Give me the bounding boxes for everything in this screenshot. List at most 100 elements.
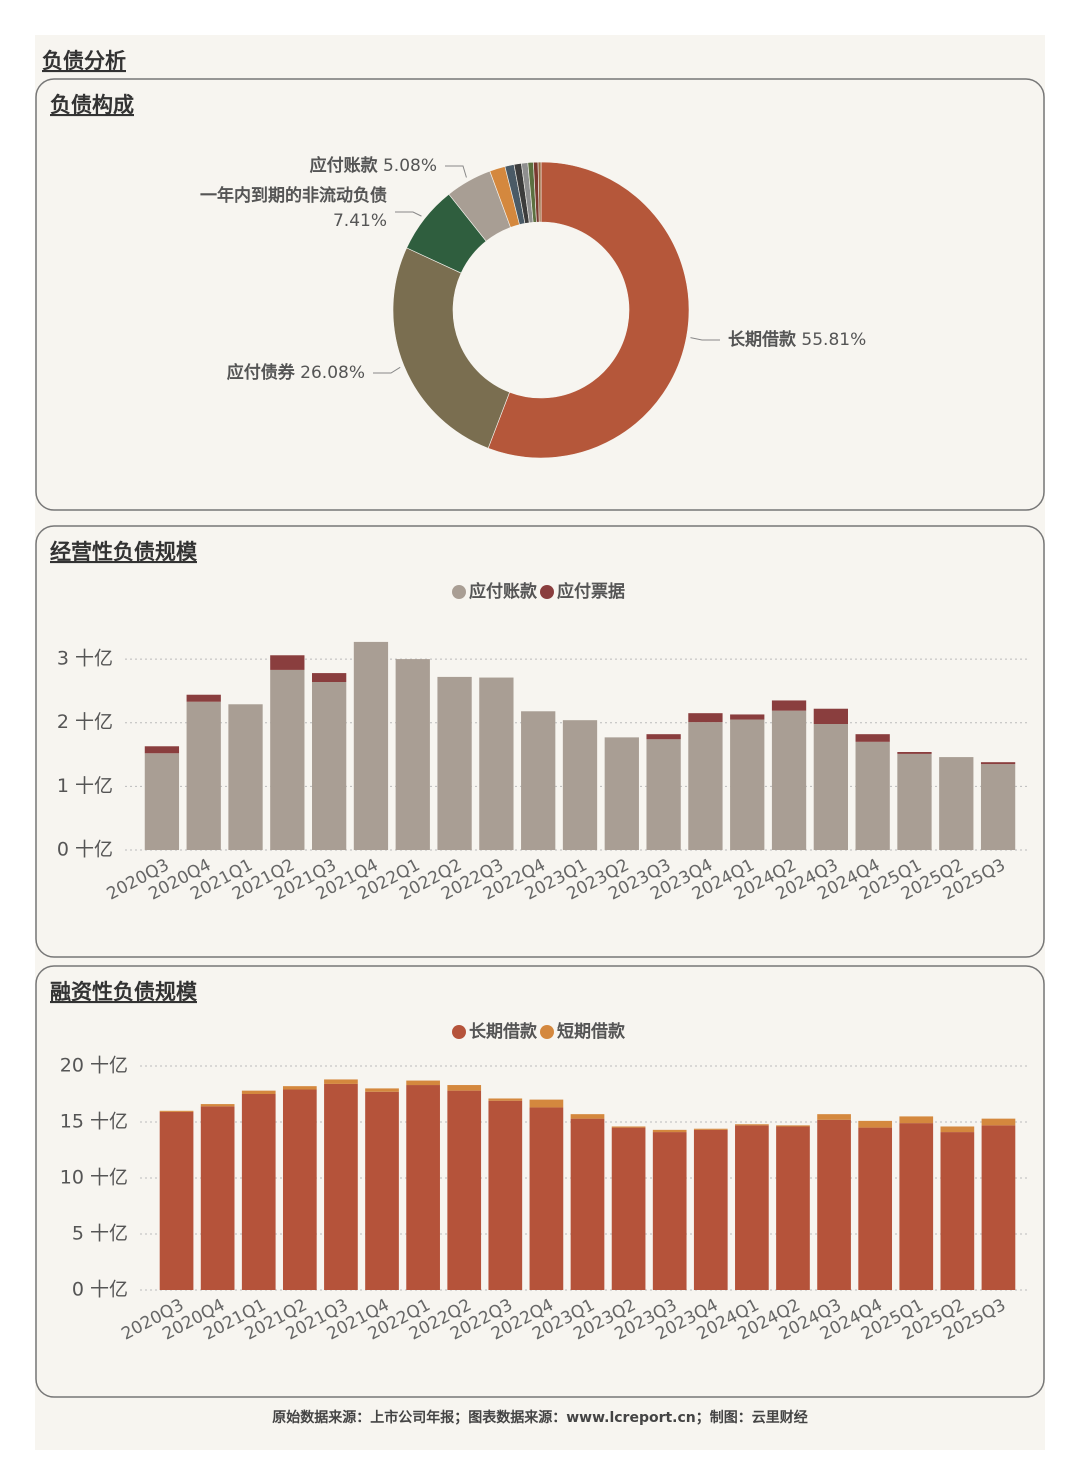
bar-segment bbox=[479, 677, 514, 850]
bar-segment bbox=[159, 1110, 194, 1112]
slice-label: 应付债券 bbox=[227, 362, 296, 383]
bar-segment bbox=[776, 1125, 810, 1127]
slice-label: 长期借款 bbox=[728, 329, 797, 350]
slice-label-group: 长期借款 55.81% bbox=[728, 329, 866, 350]
bar-segment bbox=[186, 694, 221, 702]
y-tick-label: 1 十亿 bbox=[57, 775, 113, 797]
bar-segment bbox=[813, 708, 848, 724]
bar-segment bbox=[353, 641, 389, 850]
bar-segment bbox=[980, 762, 1016, 765]
legend-item: 应付票据 bbox=[540, 581, 625, 602]
y-tick-label: 5 十亿 bbox=[72, 1223, 128, 1245]
y-tick-label: 3 十亿 bbox=[57, 648, 113, 670]
bar-segment bbox=[488, 1098, 523, 1101]
bar-segment bbox=[899, 1116, 934, 1124]
bar-segment bbox=[562, 720, 598, 850]
bar-segment bbox=[365, 1091, 399, 1290]
slice-label-group: 应付账款 5.08% bbox=[310, 155, 437, 176]
bar-segment bbox=[395, 659, 430, 850]
slice-value: 26.08% bbox=[300, 363, 365, 383]
bar-segment bbox=[980, 764, 1016, 850]
legend-marker bbox=[540, 585, 554, 599]
bar-segment bbox=[144, 746, 180, 754]
bar-segment bbox=[652, 1129, 687, 1133]
bar-segment bbox=[688, 713, 723, 723]
legend-label: 应付账款 bbox=[469, 581, 538, 602]
donut-slice bbox=[487, 161, 690, 459]
bar-segment bbox=[855, 741, 890, 850]
bar-segment bbox=[646, 739, 681, 850]
chart-title: 负债构成 bbox=[50, 93, 134, 117]
bar-segment bbox=[159, 1111, 194, 1290]
bar-segment bbox=[981, 1125, 1016, 1290]
bar-segment bbox=[735, 1125, 769, 1290]
bar-segment bbox=[570, 1118, 605, 1290]
bar-segment bbox=[200, 1104, 235, 1107]
y-tick-label: 20 十亿 bbox=[60, 1055, 128, 1077]
bar-segment bbox=[813, 724, 848, 850]
bar-segment bbox=[270, 669, 305, 850]
bar-segment bbox=[940, 1132, 975, 1290]
bar-segment bbox=[940, 1126, 975, 1133]
bar-segment bbox=[521, 711, 556, 850]
bar-segment bbox=[437, 676, 472, 850]
slice-value: 7.41% bbox=[333, 211, 387, 231]
y-tick-label: 15 十亿 bbox=[60, 1111, 128, 1133]
legend-item: 短期借款 bbox=[540, 1021, 626, 1042]
bar-segment bbox=[611, 1126, 646, 1128]
legend-item: 应付账款 bbox=[452, 581, 538, 602]
chart-title: 融资性负债规模 bbox=[50, 980, 198, 1004]
chart-title: 经营性负债规模 bbox=[50, 540, 198, 564]
bar-segment bbox=[529, 1099, 564, 1108]
bar-segment bbox=[652, 1132, 687, 1290]
bar-segment bbox=[324, 1083, 358, 1290]
bar-segment bbox=[312, 673, 347, 682]
bar-segment bbox=[186, 701, 221, 850]
legend-marker bbox=[452, 1025, 466, 1039]
panel bbox=[35, 78, 1045, 511]
footer: 原始数据来源：上市公司年报；图表数据来源：www.lcreport.cn；制图：… bbox=[272, 1409, 808, 1426]
bar-segment bbox=[735, 1124, 769, 1126]
donut-slice bbox=[537, 161, 542, 223]
page-title: 负债分析 bbox=[42, 49, 126, 73]
slice-value: 55.81% bbox=[801, 330, 866, 350]
bar-segment bbox=[270, 655, 305, 670]
bar-segment bbox=[241, 1090, 276, 1094]
bar-segment bbox=[771, 700, 807, 711]
bar-segment bbox=[488, 1100, 523, 1290]
bar-segment bbox=[365, 1088, 399, 1092]
bar-segment bbox=[144, 753, 180, 850]
bar-segment bbox=[529, 1107, 564, 1290]
bar-segment bbox=[817, 1119, 851, 1290]
y-tick-label: 0 十亿 bbox=[72, 1279, 128, 1301]
leader-line bbox=[373, 366, 401, 374]
leader-line bbox=[445, 165, 467, 178]
bar-segment bbox=[730, 719, 765, 850]
legend-marker bbox=[540, 1025, 554, 1039]
slice-label-group: 应付债券 26.08% bbox=[227, 362, 365, 383]
bar-segment bbox=[693, 1128, 728, 1130]
slice-value: 5.08% bbox=[383, 156, 437, 176]
bar-segment bbox=[858, 1127, 893, 1290]
bar-segment bbox=[939, 757, 974, 850]
bar-segment bbox=[604, 737, 639, 850]
bar-segment bbox=[570, 1114, 605, 1119]
leader-line bbox=[690, 337, 720, 341]
slice-label: 一年内到期的非流动负债 bbox=[200, 185, 387, 206]
bar-segment bbox=[730, 714, 765, 720]
bar-segment bbox=[447, 1090, 482, 1290]
bar-segment bbox=[646, 734, 681, 740]
donut-slice bbox=[392, 247, 510, 449]
bar-segment bbox=[899, 1123, 934, 1290]
bar-segment bbox=[406, 1080, 440, 1086]
y-tick-label: 2 十亿 bbox=[57, 711, 113, 733]
legend-label: 长期借款 bbox=[469, 1021, 538, 1042]
bar-segment bbox=[200, 1106, 235, 1290]
leader-line bbox=[395, 211, 422, 217]
bar-segment bbox=[228, 704, 263, 850]
y-tick-label: 0 十亿 bbox=[57, 839, 113, 861]
bar-segment bbox=[981, 1118, 1016, 1126]
slice-label: 应付账款 bbox=[310, 155, 379, 176]
bar-segment bbox=[688, 722, 723, 850]
